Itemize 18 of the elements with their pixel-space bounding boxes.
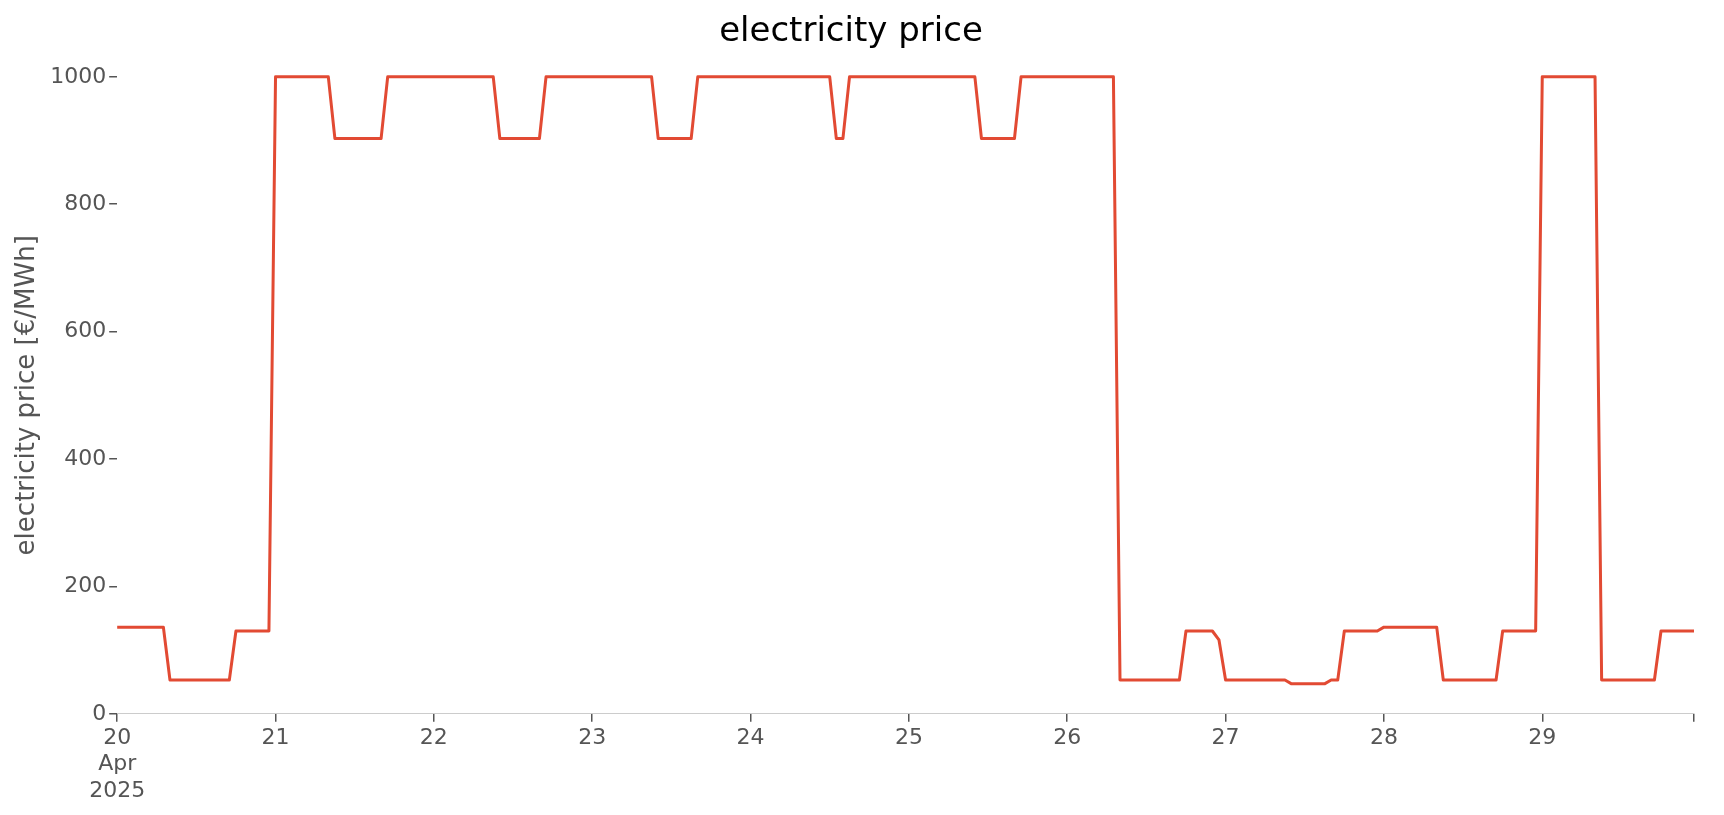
y-tick-label: 200: [64, 572, 107, 598]
x-tick-label: 20 Apr 2025: [89, 723, 146, 802]
y-axis-title: electricity price [€/MWh]: [10, 235, 41, 556]
x-tick-label: 23: [578, 723, 607, 749]
x-tick-label: 26: [1053, 723, 1082, 749]
x-tick-label: 25: [894, 723, 923, 749]
x-tick-label: 27: [1211, 723, 1240, 749]
x-tick-label: 29: [1528, 723, 1557, 749]
x-tick-label: 24: [736, 723, 765, 749]
y-tick-label: 0: [92, 699, 107, 725]
chart-title: electricity price: [719, 9, 983, 50]
y-tick-label: 600: [64, 317, 107, 343]
y-tick-label: 800: [64, 189, 107, 215]
x-tick-label: 22: [419, 723, 448, 749]
x-tick-label: 28: [1369, 723, 1398, 749]
y-tick-label: 400: [64, 444, 107, 470]
x-tick-label: 21: [261, 723, 290, 749]
y-tick-label: 1000: [50, 62, 107, 88]
